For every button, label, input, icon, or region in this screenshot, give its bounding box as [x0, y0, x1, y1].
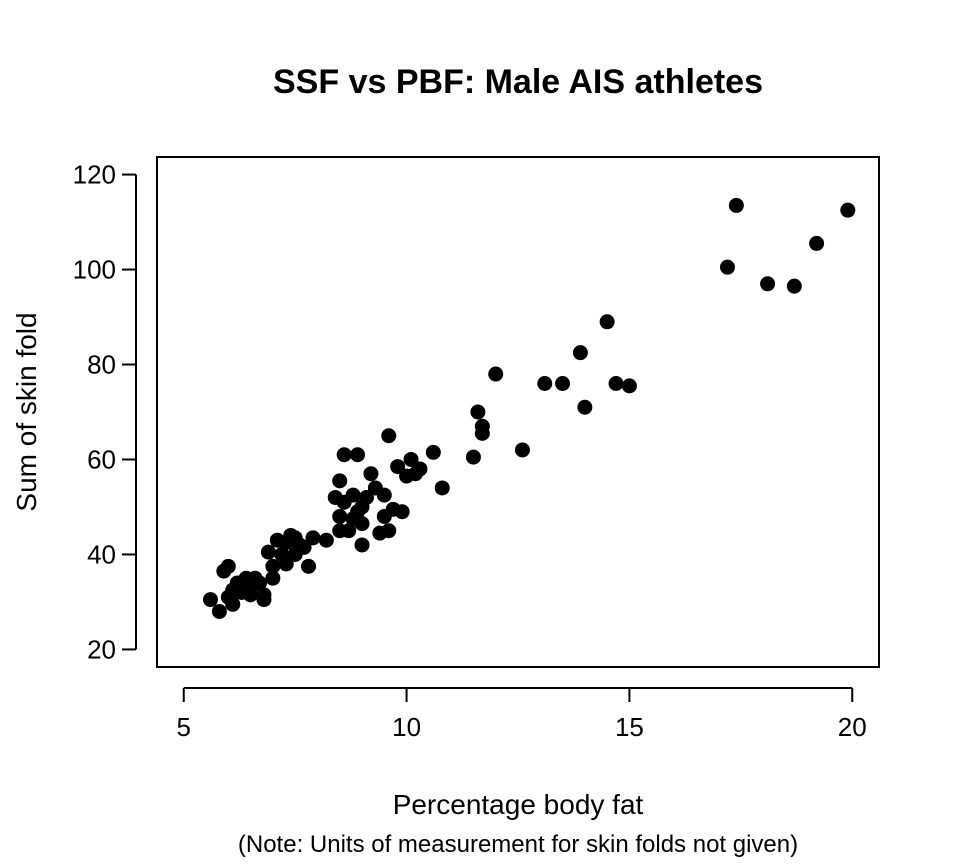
- y-tick-label: 20: [87, 634, 116, 664]
- y-axis-label: Sum of skin fold: [11, 312, 42, 511]
- data-point: [354, 537, 370, 553]
- data-point: [278, 556, 294, 572]
- data-point: [760, 276, 776, 292]
- data-point: [728, 197, 744, 213]
- data-point: [336, 447, 352, 463]
- data-point: [358, 489, 374, 505]
- data-point: [260, 544, 276, 560]
- data-point: [265, 558, 281, 574]
- x-tick-label: 20: [838, 712, 867, 742]
- data-point: [381, 428, 397, 444]
- data-point: [514, 442, 530, 458]
- data-point: [412, 461, 428, 477]
- data-point: [350, 447, 366, 463]
- data-point: [220, 558, 236, 574]
- data-point: [305, 530, 321, 546]
- x-tick-label: 15: [615, 712, 644, 742]
- data-point: [425, 444, 441, 460]
- data-point: [301, 558, 317, 574]
- data-point: [608, 376, 624, 392]
- y-tick-label: 120: [73, 160, 116, 190]
- data-point: [256, 587, 272, 603]
- data-point: [572, 345, 588, 361]
- x-axis: 5 10 15 20: [177, 687, 867, 742]
- x-tick-label: 10: [392, 712, 421, 742]
- data-point: [202, 592, 218, 608]
- data-point: [211, 603, 227, 619]
- plot-frame: [156, 156, 880, 668]
- data-point: [225, 596, 241, 612]
- data-point: [376, 487, 392, 503]
- data-point: [381, 523, 397, 539]
- data-point: [345, 487, 361, 503]
- data-point: [265, 570, 281, 586]
- data-point: [332, 473, 348, 489]
- data-point: [577, 399, 593, 415]
- chart-note: (Note: Units of measurement for skin fol…: [238, 831, 798, 858]
- y-tick-label: 80: [87, 350, 116, 380]
- data-point: [332, 508, 348, 524]
- data-point: [621, 378, 637, 394]
- y-tick-label: 100: [73, 255, 116, 285]
- data-point: [488, 366, 504, 382]
- data-point: [394, 504, 410, 520]
- data-point: [354, 516, 370, 532]
- data-point: [252, 575, 268, 591]
- data-point: [474, 418, 490, 434]
- data-point: [296, 539, 312, 555]
- data-point: [840, 202, 856, 218]
- data-point: [341, 523, 357, 539]
- chart-title: SSF vs PBF: Male AIS athletes: [273, 63, 763, 101]
- data-point: [403, 451, 419, 467]
- data-points: [202, 197, 856, 619]
- data-point: [363, 466, 379, 482]
- y-axis: 20 40 60 80 100 120: [73, 160, 137, 664]
- y-tick-label: 60: [87, 444, 116, 474]
- x-axis-label: Percentage body fat: [393, 789, 644, 820]
- data-point: [599, 314, 615, 330]
- data-point: [809, 235, 825, 251]
- data-point: [434, 480, 450, 496]
- data-point: [719, 259, 735, 275]
- data-point: [470, 404, 486, 420]
- data-point: [555, 376, 571, 392]
- data-point: [390, 459, 406, 475]
- data-point: [318, 532, 334, 548]
- data-point: [465, 449, 481, 465]
- y-tick-label: 40: [87, 539, 116, 569]
- data-point: [537, 376, 553, 392]
- x-tick-label: 5: [177, 712, 191, 742]
- data-point: [786, 278, 802, 294]
